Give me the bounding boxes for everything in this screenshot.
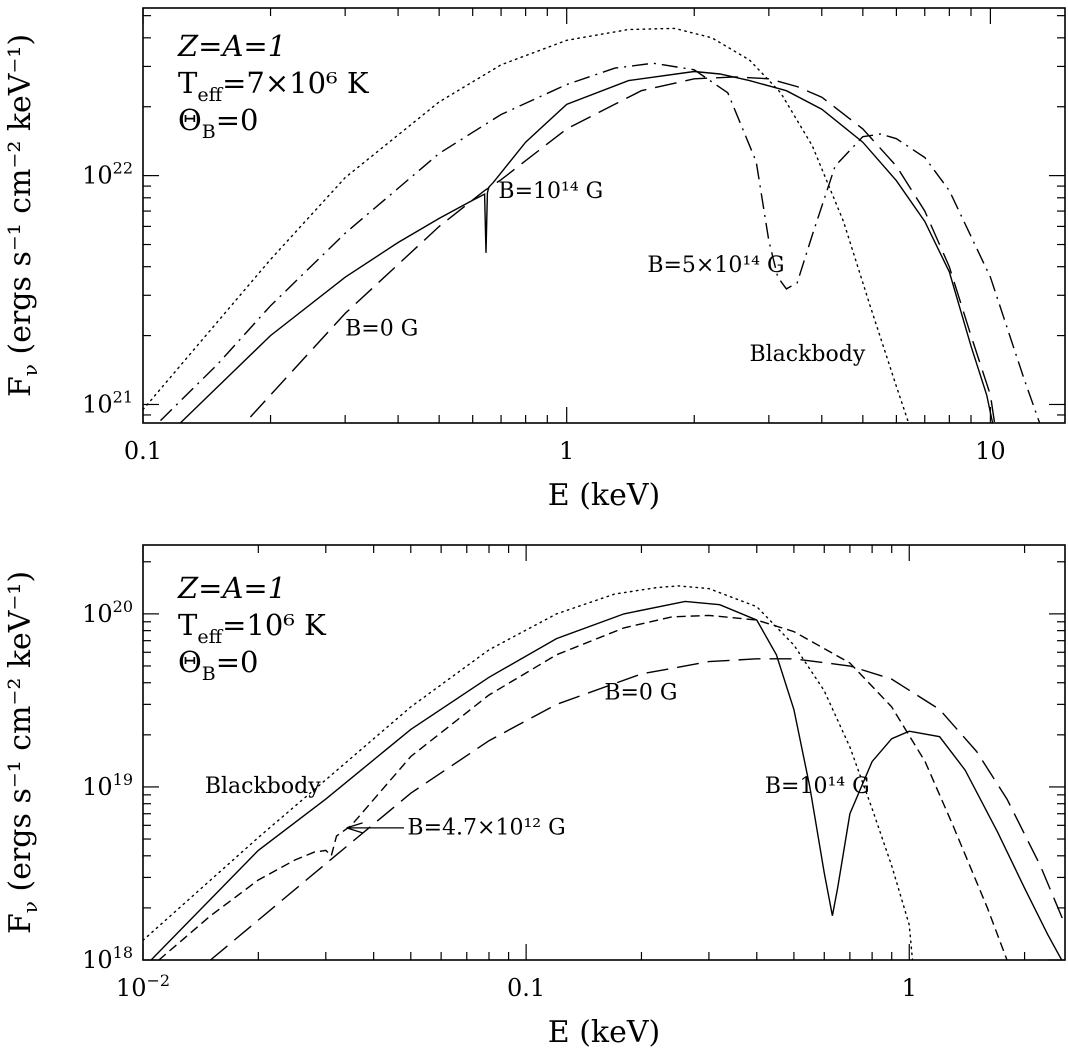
param-line-1: Z=A=1 (177, 29, 286, 63)
y-tick-label: 1022 (82, 159, 133, 190)
plot-frame (142, 544, 1066, 961)
series-line-solid (179, 70, 994, 423)
annotation-label: B=4.7×10¹² G (407, 816, 565, 841)
chart-panel-2: 10−2 0.1 1 1018 1019 1020 E (keV) Fν (ergs s⁻¹ … (3, 544, 1066, 1050)
annotation-label: Blackbody (205, 774, 321, 799)
annotation-label: B=10¹⁴ G (765, 774, 870, 799)
param-line-3: ΘB=0 (178, 103, 259, 143)
series-line-dotted (143, 585, 914, 960)
series-line-shortdash (158, 614, 1008, 960)
arrow-head (346, 822, 363, 834)
y-tick-label: 1021 (82, 387, 133, 418)
y-tick-label: 1019 (82, 770, 133, 801)
y-axis-label: Fν (ergs s⁻¹ cm⁻² keV⁻¹) (3, 571, 42, 934)
curves (143, 585, 1065, 960)
param-line-3: ΘB=0 (178, 645, 259, 685)
x-tick-label: 10−2 (116, 971, 170, 1002)
x-tick-label: 1 (559, 437, 574, 465)
y-axis-label: Fν (ergs s⁻¹ cm⁻² keV⁻¹) (3, 34, 42, 397)
x-axis-label: E (keV) (548, 478, 660, 513)
param-line-2: Teff=10⁶ K (178, 608, 327, 648)
series-line-solid (150, 600, 1063, 960)
annotation-label: B=5×10¹⁴ G (647, 253, 784, 278)
annotation-label: Blackbody (749, 342, 865, 367)
chart-panel-1: 0.1 1 10 1021 1022 E (keV) Fν (ergs s⁻¹ cm⁻² k… (3, 7, 1066, 513)
annotation-label: B=0 G (345, 317, 418, 342)
series-line-longdash (243, 76, 996, 423)
y-tick-label: 1018 (82, 943, 133, 974)
x-tick-label: 0.1 (124, 437, 162, 465)
series-line-dashdot (160, 62, 1041, 423)
x-tick-label: 1 (902, 974, 917, 1002)
x-axis-label: E (keV) (548, 1015, 660, 1050)
annotation-label: B=0 G (604, 681, 677, 706)
curves (143, 27, 1041, 423)
plot-frame (142, 7, 1066, 424)
annotation-label: B=10¹⁴ G (498, 179, 603, 204)
x-tick-label: 10 (975, 437, 1006, 465)
x-tick-label: 0.1 (507, 974, 545, 1002)
param-line-2: Teff=7×10⁶ K (178, 66, 370, 106)
series-line-longdash (210, 658, 1065, 960)
y-tick-label: 1020 (82, 597, 133, 628)
series-line-dotted (143, 27, 910, 423)
param-line-1: Z=A=1 (177, 571, 286, 605)
